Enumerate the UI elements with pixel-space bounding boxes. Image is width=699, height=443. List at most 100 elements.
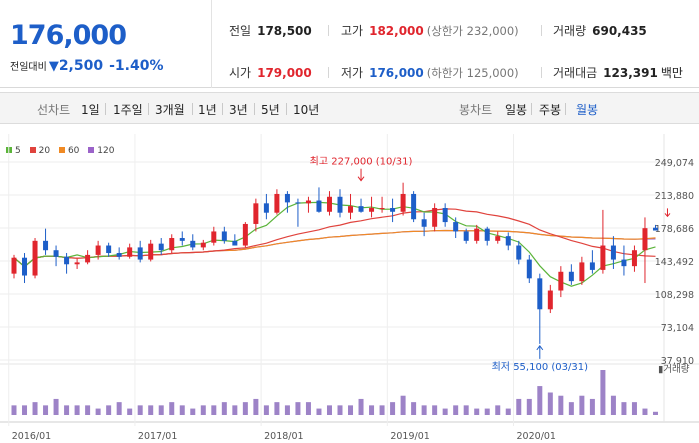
volume-bar xyxy=(400,395,406,415)
candle-body xyxy=(169,238,175,251)
volume-bar xyxy=(200,405,206,415)
candle-body xyxy=(253,203,259,224)
candle-body xyxy=(526,259,532,279)
candle-body xyxy=(74,262,80,265)
period-3m[interactable]: 3개월 xyxy=(155,103,185,117)
period-1y[interactable]: 1년 xyxy=(198,103,217,117)
period-5y[interactable]: 5년 xyxy=(261,103,280,117)
divider xyxy=(328,67,329,78)
volume-bar xyxy=(190,408,196,415)
down-arrow-icon: ▼ xyxy=(48,59,59,74)
trade-value: 123,391 xyxy=(603,66,658,80)
open-stat: 시가 179,000 xyxy=(229,64,312,81)
y-tick-label: 249,074 xyxy=(655,158,694,169)
line-chart-label: 선차트 xyxy=(37,103,71,117)
upper-limit: (상한가 232,000) xyxy=(426,24,519,38)
volume-bar xyxy=(568,402,574,415)
candle-body xyxy=(589,262,595,270)
high-value: 182,000 xyxy=(369,24,424,38)
divider xyxy=(254,103,255,115)
volume-bar xyxy=(148,405,154,415)
volume-bar xyxy=(642,408,648,415)
candle-body xyxy=(295,202,301,204)
candle-body xyxy=(326,196,332,212)
candle-body xyxy=(284,193,290,203)
candle-body xyxy=(411,193,417,220)
change-label: 전일대비 xyxy=(10,62,47,73)
volume-bar xyxy=(22,405,28,415)
period-1w[interactable]: 1주일 xyxy=(113,103,143,117)
volume-bar xyxy=(516,398,522,415)
volume-bar xyxy=(263,405,269,415)
candle-body xyxy=(610,245,616,260)
divider xyxy=(565,103,566,115)
volume-bar xyxy=(127,408,133,415)
candle-body xyxy=(621,259,627,267)
period-3y[interactable]: 3년 xyxy=(229,103,248,117)
volume-bar xyxy=(442,408,448,415)
trade-value-stat: 거래대금 123,391 백만 xyxy=(553,64,683,81)
volume-bar xyxy=(316,408,322,415)
candle-daily[interactable]: 일봉 xyxy=(505,103,528,117)
candle-body xyxy=(190,240,196,248)
prev-close-stat: 전일 178,500 xyxy=(229,22,312,39)
candle-body xyxy=(369,208,375,212)
low-stat: 저가 176,000 (하한가 125,000) xyxy=(341,64,519,81)
candle-body xyxy=(232,240,238,246)
candle-weekly[interactable]: 주봉 xyxy=(539,103,562,117)
volume-bar xyxy=(537,386,543,415)
high-arrow-icon xyxy=(357,176,365,182)
volume-bar xyxy=(179,405,185,415)
volume-bar xyxy=(411,402,417,415)
candle-body xyxy=(137,247,143,260)
volume-bar xyxy=(211,405,217,415)
volume-bar xyxy=(242,402,248,415)
candle-monthly[interactable]: 월봉 xyxy=(576,103,599,117)
candle-body xyxy=(516,245,522,260)
high-annotation: 최고 227,000 (10/31) xyxy=(310,156,413,168)
divider xyxy=(531,103,532,115)
volume-bar xyxy=(579,395,585,415)
candle-body xyxy=(211,231,217,243)
candle-body xyxy=(453,222,459,232)
volume-bar xyxy=(463,405,469,415)
volume-value: 690,435 xyxy=(592,24,647,38)
period-10y[interactable]: 10년 xyxy=(293,103,320,117)
volume-bar xyxy=(652,411,658,415)
volume-stat: 거래량 690,435 xyxy=(553,22,647,39)
change-amount: 2,500 xyxy=(58,58,104,74)
divider xyxy=(328,25,329,36)
volume-bar xyxy=(169,402,175,415)
y-tick-label: 143,492 xyxy=(655,257,694,268)
volume-bar xyxy=(64,405,70,415)
volume-bar xyxy=(337,405,343,415)
candle-body xyxy=(495,236,501,241)
prev-close-label: 전일 xyxy=(229,24,252,38)
volume-bar xyxy=(43,405,49,415)
candle-body xyxy=(200,242,206,248)
period-1d[interactable]: 1일 xyxy=(81,103,100,117)
volume-bar xyxy=(621,402,627,415)
current-price: 176,000 xyxy=(10,20,127,51)
candle-body xyxy=(642,228,648,251)
candle-body xyxy=(95,245,101,255)
candle-body xyxy=(263,203,269,213)
candle-body xyxy=(53,250,59,257)
open-value: 179,000 xyxy=(257,66,312,80)
divider xyxy=(192,103,193,115)
candle-body xyxy=(600,245,606,270)
x-tick-label: 2020/01 xyxy=(517,431,556,442)
stock-summary-panel: 176,000 전일대비 ▼2,500 -1.40% 전일 178,500 고가 182… xyxy=(0,0,699,88)
volume-bar xyxy=(421,405,427,415)
volume-bar xyxy=(95,408,101,415)
volume-bar xyxy=(85,405,91,415)
volume-bar xyxy=(432,405,438,415)
candle-body xyxy=(484,228,490,241)
candle-body xyxy=(106,245,112,254)
x-tick-label: 2017/01 xyxy=(138,431,177,442)
trade-value-unit: 백만 xyxy=(660,66,683,80)
volume-bar xyxy=(631,402,637,415)
candle-body xyxy=(32,240,38,276)
candle-body xyxy=(158,243,164,251)
volume-bar xyxy=(390,402,396,415)
